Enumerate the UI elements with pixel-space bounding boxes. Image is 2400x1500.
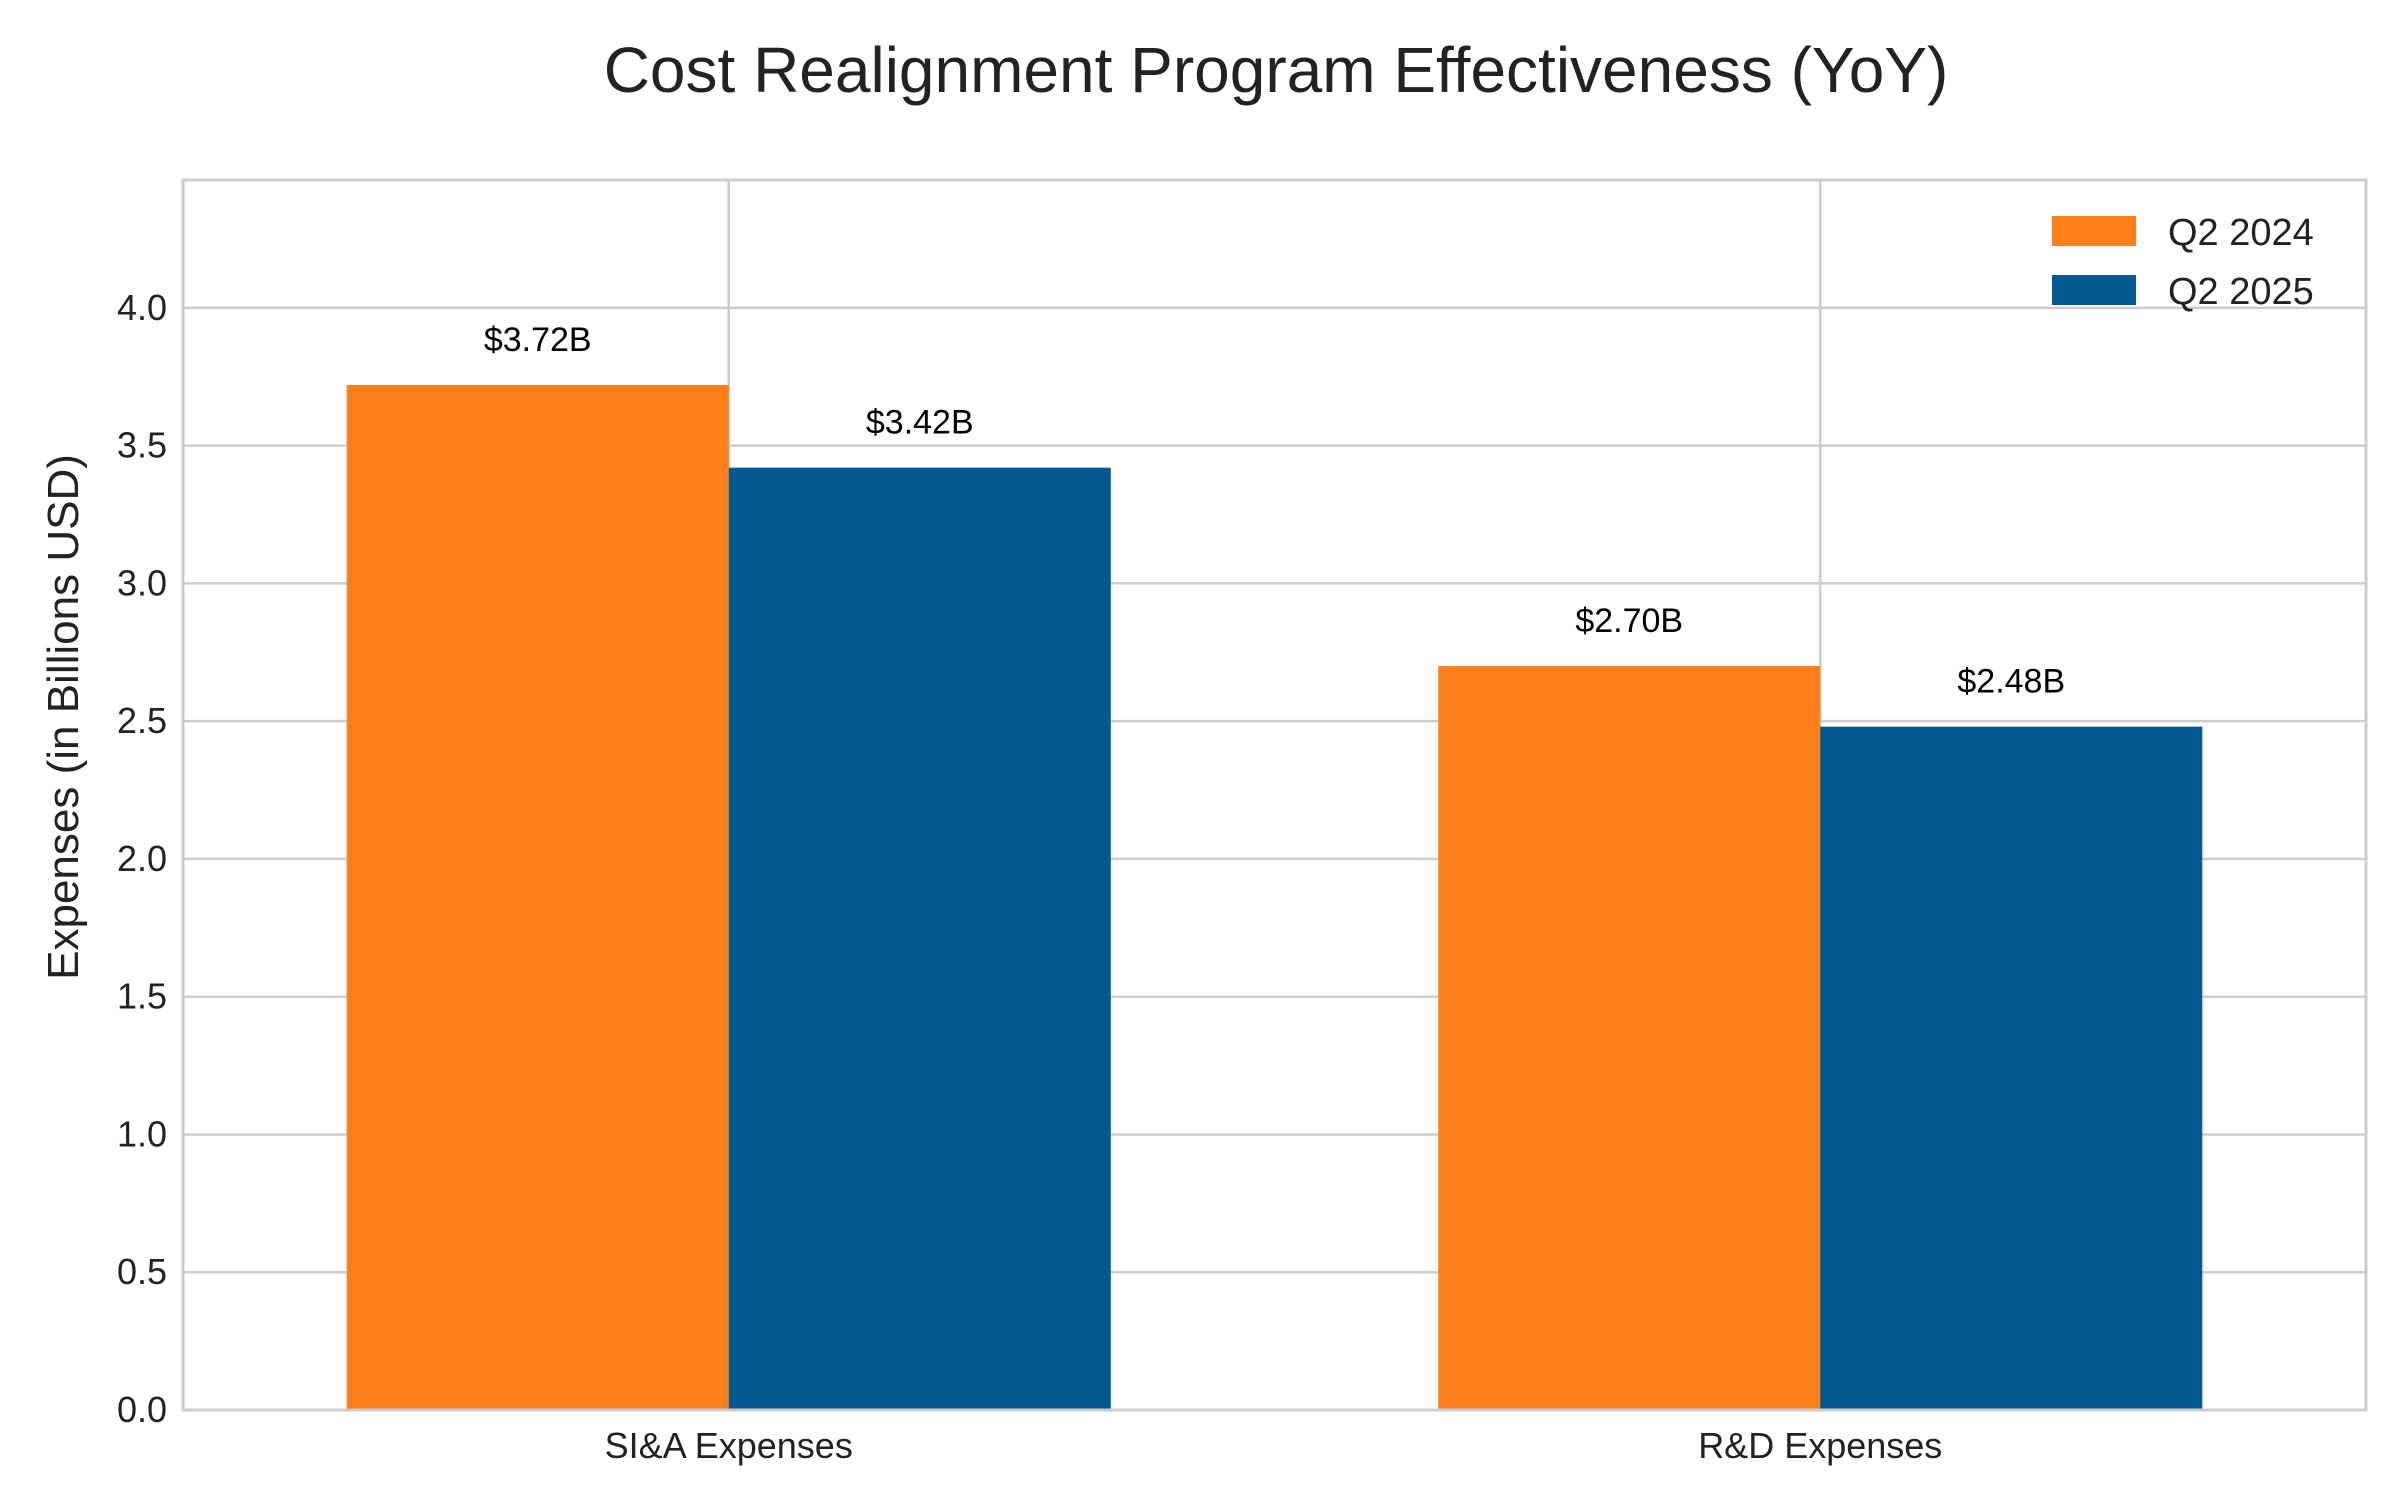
legend-swatch bbox=[2052, 275, 2136, 305]
x-axis-ticks: SI&A Expenses R&D Expenses bbox=[605, 1425, 1943, 1466]
legend-swatch bbox=[2052, 216, 2136, 246]
chart-title: Cost Realignment Program Effectiveness (… bbox=[604, 34, 1949, 106]
legend: Q2 2024 Q2 2025 bbox=[2052, 212, 2314, 313]
legend-label: Q2 2025 bbox=[2168, 271, 2314, 313]
plot-area-frame bbox=[181, 178, 2368, 1412]
y-tick-label: 1.0 bbox=[117, 1113, 167, 1154]
y-tick-label: 0.5 bbox=[117, 1251, 167, 1292]
data-labels: $3.72B $2.70B $3.42B $2.48B bbox=[484, 321, 2065, 701]
y-tick-label: 3.5 bbox=[117, 425, 167, 466]
bar-value-label: $3.72B bbox=[484, 321, 592, 359]
y-tick-label: 2.5 bbox=[117, 700, 167, 741]
bar-q2-2025 bbox=[1820, 726, 2203, 1410]
x-tick-label: SI&A Expenses bbox=[605, 1425, 853, 1466]
y-axis-title: Expenses (in Billions USD) bbox=[39, 454, 88, 980]
bars bbox=[346, 385, 2203, 1411]
bar-value-label: $2.48B bbox=[1957, 663, 2065, 701]
y-tick-label: 0.0 bbox=[117, 1389, 167, 1430]
x-tick-label: R&D Expenses bbox=[1698, 1425, 1942, 1466]
y-axis-ticks: 0.0 0.5 1.0 1.5 2.0 2.5 3.0 3.5 4.0 bbox=[117, 287, 167, 1430]
bar-q2-2024 bbox=[1438, 666, 1821, 1410]
y-tick-label: 3.0 bbox=[117, 562, 167, 603]
legend-label: Q2 2024 bbox=[2168, 212, 2314, 254]
bar-value-label: $3.42B bbox=[866, 404, 974, 442]
bar-q2-2025 bbox=[728, 467, 1111, 1411]
bar-value-label: $2.70B bbox=[1575, 602, 1683, 640]
y-tick-label: 1.5 bbox=[117, 976, 167, 1017]
y-tick-label: 4.0 bbox=[117, 287, 167, 328]
bar-q2-2024 bbox=[346, 385, 729, 1410]
y-tick-label: 2.0 bbox=[117, 838, 167, 879]
